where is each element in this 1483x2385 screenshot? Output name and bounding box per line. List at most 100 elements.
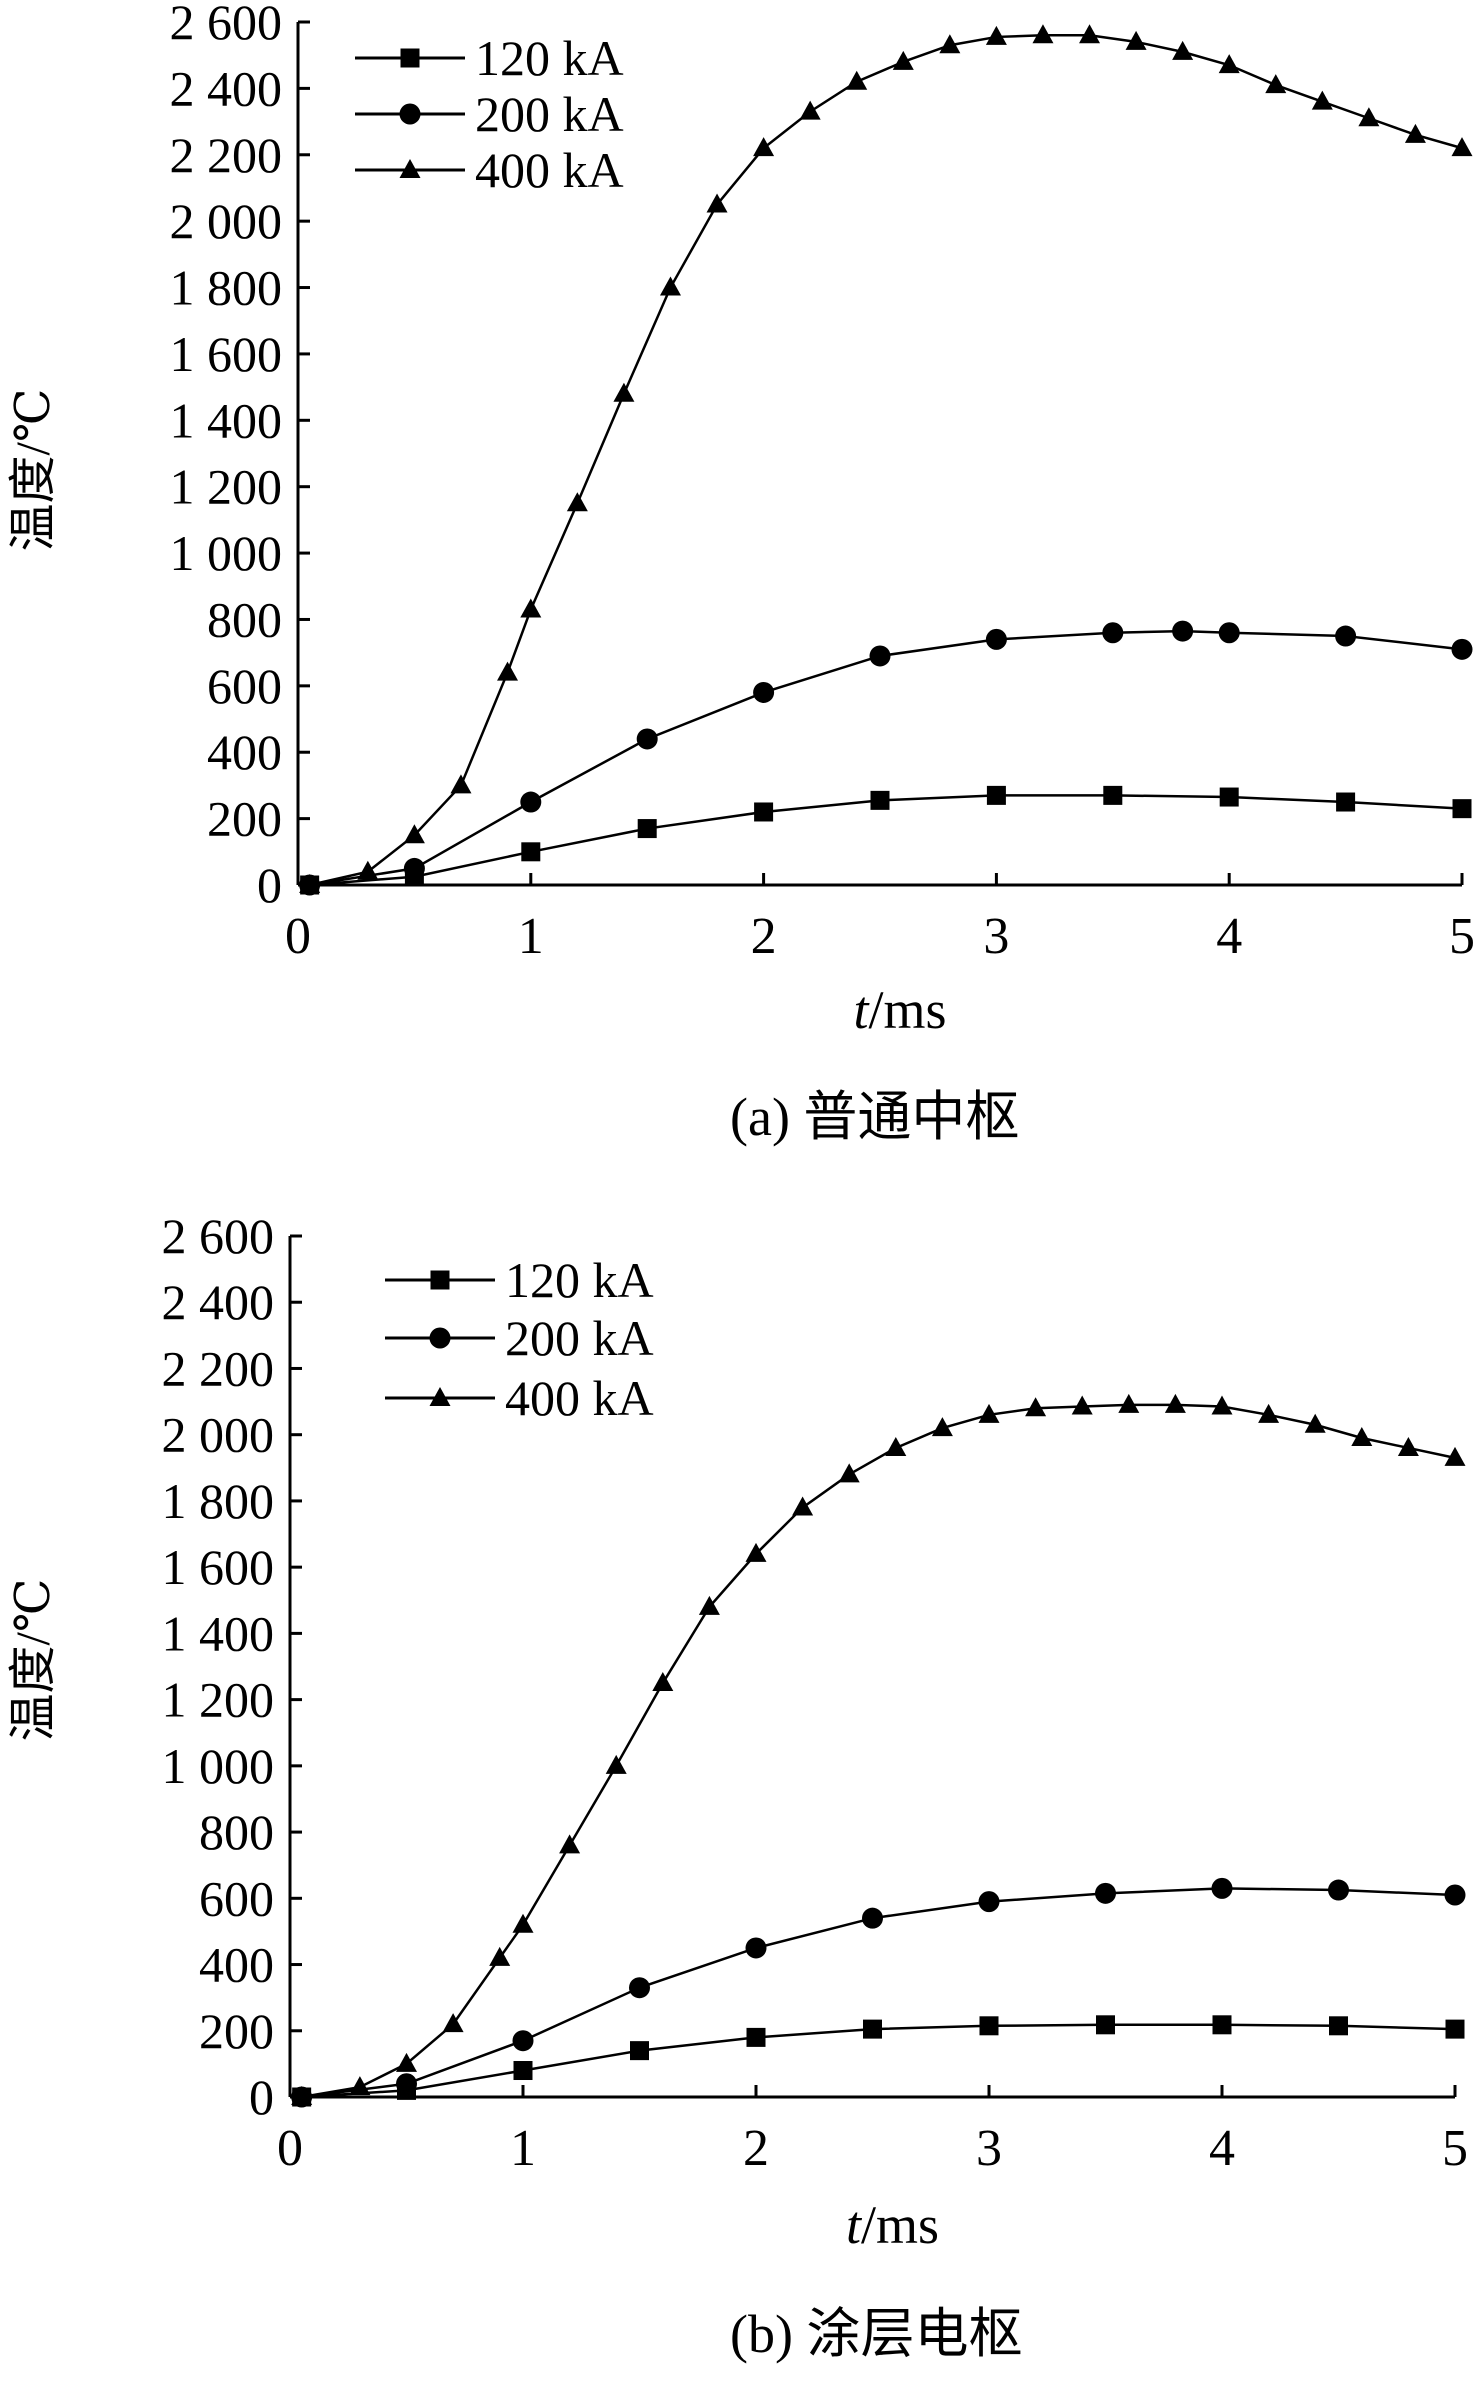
- data-point: [1328, 1879, 1349, 1901]
- y-tick-label: 2 600: [162, 1208, 275, 1264]
- data-point: [1445, 2019, 1465, 2039]
- data-point: [1095, 1882, 1116, 1904]
- legend-entry: 400 kA: [355, 142, 624, 198]
- y-axis-label: 温度/℃: [7, 1578, 60, 1741]
- y-tick-label: 600: [207, 658, 282, 714]
- series-line: [301, 1403, 1456, 2099]
- y-tick-label: 2 400: [162, 1274, 275, 1330]
- data-point: [357, 860, 379, 880]
- data-point: [792, 1496, 814, 1516]
- data-point: [1336, 792, 1356, 812]
- series-triangle: [299, 24, 1473, 893]
- legend-marker: [399, 159, 421, 178]
- y-tick-label: 200: [199, 2003, 274, 2059]
- data-point: [1311, 90, 1333, 110]
- data-point: [753, 137, 775, 157]
- y-tick-label: 1 000: [170, 525, 283, 581]
- x-tick-label: 0: [277, 2120, 303, 2177]
- y-tick-label: 1 600: [170, 326, 283, 382]
- data-point: [979, 2016, 999, 2036]
- data-point: [1451, 137, 1473, 157]
- data-point: [652, 1672, 674, 1692]
- legend-label: 400 kA: [505, 1370, 654, 1426]
- y-tick-label: 1 400: [162, 1605, 275, 1661]
- data-point: [1444, 1884, 1466, 1906]
- data-point: [1335, 625, 1357, 647]
- data-point: [605, 1754, 627, 1774]
- data-point: [986, 785, 1006, 805]
- legend-marker: [400, 48, 420, 68]
- data-point: [1451, 638, 1473, 660]
- y-tick-label: 800: [199, 1804, 274, 1860]
- chart-panel-b: 0 200 400 600 800 1 000 1 200 1 400 1 600 1 800 2 …: [7, 1208, 1468, 2364]
- data-point: [403, 824, 425, 844]
- data-point: [1258, 1403, 1280, 1423]
- data-point: [745, 1542, 767, 1562]
- data-point: [291, 2086, 313, 2105]
- legend-marker: [429, 1327, 451, 1349]
- y-tick-label: 2 200: [162, 1340, 275, 1396]
- data-point: [637, 819, 657, 839]
- data-point: [1304, 1413, 1326, 1433]
- y-tick-label: 2 600: [170, 0, 283, 50]
- legend-label: 120 kA: [475, 30, 624, 86]
- x-tick-label: 0: [285, 908, 311, 965]
- data-point: [746, 2027, 766, 2047]
- y-tick-label: 800: [207, 591, 282, 647]
- y-tick-label: 1 200: [162, 1672, 275, 1728]
- data-point: [698, 1595, 720, 1615]
- data-point: [512, 1913, 534, 1933]
- panel-caption: (b) 涂层电枢: [730, 2304, 1022, 2364]
- x-tick-label: 1: [510, 2120, 536, 2177]
- data-point: [1025, 1397, 1047, 1417]
- legend-entry: 200 kA: [385, 1310, 654, 1366]
- y-tick-label: 400: [199, 1937, 274, 1993]
- y-tick-label: 1 800: [162, 1473, 275, 1529]
- x-axis-label: t/ms: [853, 980, 946, 1040]
- series-line: [309, 34, 1463, 887]
- legend-entry: 120 kA: [355, 30, 624, 86]
- data-point: [869, 645, 891, 667]
- data-point: [1164, 1393, 1186, 1413]
- data-point: [450, 774, 472, 794]
- legend-entry: 120 kA: [385, 1252, 654, 1308]
- data-point: [838, 1463, 860, 1483]
- x-tick-label: 5: [1442, 2120, 1468, 2177]
- x-axis-label: t/ms: [846, 2195, 939, 2255]
- data-point: [1096, 2015, 1115, 2035]
- y-tick-label: 2 200: [170, 127, 283, 183]
- data-point: [754, 802, 774, 822]
- data-point: [1211, 1877, 1233, 1899]
- y-tick-label: 1 000: [162, 1738, 275, 1794]
- data-point: [349, 2076, 371, 2096]
- data-point: [1218, 622, 1240, 644]
- y-axis-label: 温度/℃: [7, 388, 60, 551]
- data-point: [513, 2061, 533, 2081]
- legend-label: 200 kA: [475, 86, 624, 142]
- data-point: [1351, 1427, 1373, 1447]
- data-point: [1452, 799, 1472, 819]
- data-point: [396, 2073, 417, 2095]
- series-triangle: [291, 1393, 1466, 2105]
- y-tick-label: 1 600: [162, 1539, 275, 1595]
- data-point: [559, 1834, 581, 1854]
- y-tick-label: 0: [257, 857, 282, 913]
- y-tick-label: 1 800: [170, 260, 283, 316]
- panel-caption: (a) 普通中枢: [730, 1087, 1019, 1147]
- data-point: [1218, 54, 1240, 74]
- y-tick-label: 2 000: [162, 1407, 275, 1463]
- data-point: [1032, 24, 1054, 44]
- data-point: [403, 857, 425, 879]
- legend-entry: 200 kA: [355, 86, 624, 142]
- data-point: [512, 2030, 534, 2052]
- data-point: [939, 34, 961, 54]
- data-point: [931, 1417, 953, 1437]
- data-point: [520, 791, 542, 813]
- legend-marker: [430, 1270, 450, 1290]
- series-line: [309, 629, 1463, 887]
- data-point: [566, 492, 588, 512]
- y-tick-label: 1 400: [170, 392, 283, 448]
- x-tick-label: 2: [751, 908, 777, 965]
